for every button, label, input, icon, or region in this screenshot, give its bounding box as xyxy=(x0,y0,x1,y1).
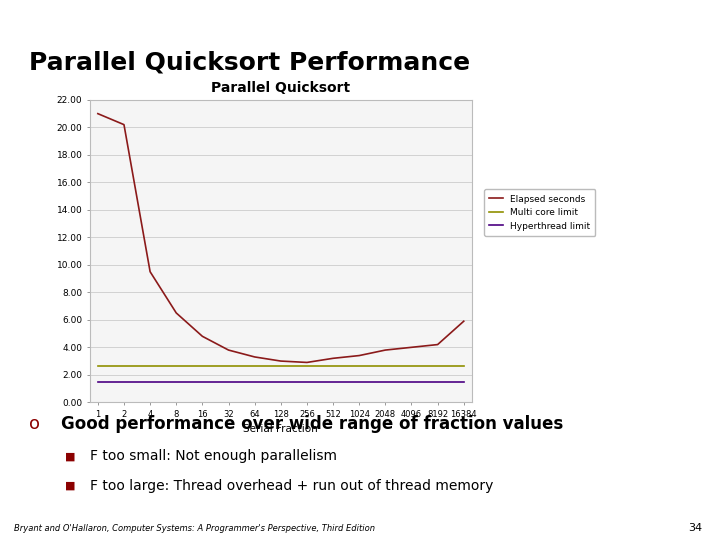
Hyperthread limit xyxy=(381,379,390,386)
Text: Good performance over wide range of fraction values: Good performance over wide range of frac… xyxy=(61,415,564,433)
Multi core limit xyxy=(302,362,311,369)
Hyperthread limit xyxy=(120,379,128,386)
Multi core limit xyxy=(408,362,416,369)
Multi core limit xyxy=(172,362,181,369)
Elapsed seconds xyxy=(198,333,207,340)
Multi core limit xyxy=(459,362,468,369)
Title: Parallel Quicksort: Parallel Quicksort xyxy=(211,80,351,94)
Hyperthread limit xyxy=(355,379,364,386)
Multi core limit xyxy=(329,362,338,369)
Elapsed seconds xyxy=(94,110,102,117)
Elapsed seconds xyxy=(120,122,128,128)
Hyperthread limit xyxy=(251,379,259,386)
Elapsed seconds xyxy=(276,358,285,365)
Elapsed seconds xyxy=(355,352,364,359)
Elapsed seconds xyxy=(381,347,390,353)
Multi core limit xyxy=(251,362,259,369)
Hyperthread limit xyxy=(433,379,442,386)
Hyperthread limit xyxy=(94,379,102,386)
Text: F too large: Thread overhead + run out of thread memory: F too large: Thread overhead + run out o… xyxy=(90,479,493,493)
Hyperthread limit xyxy=(224,379,233,386)
Multi core limit xyxy=(355,362,364,369)
Hyperthread limit xyxy=(145,379,154,386)
X-axis label: Serial Fraction: Serial Fraction xyxy=(243,424,318,435)
Elapsed seconds xyxy=(459,318,468,325)
Hyperthread limit xyxy=(459,379,468,386)
Text: Carnegie Mellon: Carnegie Mellon xyxy=(600,6,702,16)
Elapsed seconds xyxy=(408,344,416,350)
Legend: Elapsed seconds, Multi core limit, Hyperthread limit: Elapsed seconds, Multi core limit, Hyper… xyxy=(484,189,595,236)
Multi core limit xyxy=(381,362,390,369)
Elapsed seconds xyxy=(251,354,259,360)
Hyperthread limit xyxy=(198,379,207,386)
Elapsed seconds xyxy=(172,310,181,316)
Text: F too small: Not enough parallelism: F too small: Not enough parallelism xyxy=(90,449,337,463)
Elapsed seconds xyxy=(224,347,233,353)
Text: ■: ■ xyxy=(65,451,76,461)
Multi core limit xyxy=(433,362,442,369)
Hyperthread limit xyxy=(172,379,181,386)
Hyperthread limit xyxy=(276,379,285,386)
Multi core limit xyxy=(120,362,128,369)
Text: Bryant and O'Hallaron, Computer Systems: A Programmer's Perspective, Third Editi: Bryant and O'Hallaron, Computer Systems:… xyxy=(14,524,375,532)
Multi core limit xyxy=(145,362,154,369)
Text: 34: 34 xyxy=(688,523,702,533)
Elapsed seconds xyxy=(433,341,442,348)
Line: Elapsed seconds: Elapsed seconds xyxy=(98,113,464,362)
Hyperthread limit xyxy=(329,379,338,386)
Elapsed seconds xyxy=(329,355,338,362)
Hyperthread limit xyxy=(302,379,311,386)
Elapsed seconds xyxy=(145,268,154,275)
Multi core limit xyxy=(198,362,207,369)
Multi core limit xyxy=(94,362,102,369)
Text: Parallel Quicksort Performance: Parallel Quicksort Performance xyxy=(29,50,470,74)
Multi core limit xyxy=(276,362,285,369)
Multi core limit xyxy=(224,362,233,369)
Text: ■: ■ xyxy=(65,481,76,491)
Hyperthread limit xyxy=(408,379,416,386)
Text: o: o xyxy=(29,415,40,433)
Elapsed seconds xyxy=(302,359,311,366)
